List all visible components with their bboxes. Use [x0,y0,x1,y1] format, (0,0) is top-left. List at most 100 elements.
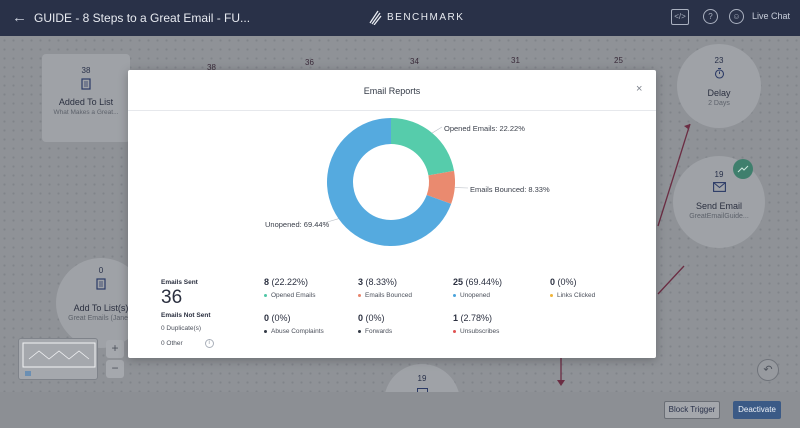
emails-sent-value: 36 [161,287,183,308]
links-clicked-label: Links Clicked [557,292,596,299]
forwards-dot [358,330,361,333]
added-to-list-name: Added To List [58,97,114,107]
delay-count: 23 [714,56,724,65]
benchmark-logo: BENCHMARK [368,9,464,25]
donut-chart [323,118,469,246]
close-icon[interactable]: × [636,83,643,95]
forwards-count: 0 [358,313,364,323]
delay-sub: 2 Days [708,100,730,107]
send-email-count: 19 [714,170,724,179]
opened-emails-chart-label: Opened Emails: 22.22% [444,124,525,133]
added-to-list-count: 38 [81,66,91,75]
duplicates-value: 0 Duplicate(s) [161,325,202,332]
links-clicked-count: 0 [550,277,556,287]
other-value: 0 Other [161,340,183,348]
chat-icon[interactable]: ☺ [729,9,744,24]
unsubscribes-dot [453,330,456,333]
benchmark-logo-text: BENCHMARK [387,11,465,23]
emails-bounced-dot [358,294,361,297]
minimap[interactable] [18,338,98,380]
node-count-3: 34 [410,57,419,66]
emails-bounced-pct: (8.33%) [365,277,398,287]
emails-sent-block: Emails Sent 36 [161,279,198,309]
delay-node[interactable]: 23 Delay 2 Days [677,44,761,128]
report-badge[interactable] [733,159,753,179]
emails-not-sent-label: Emails Not Sent [161,312,211,319]
abuse-complaints-pct: (0%) [271,313,291,323]
email-reports-modal: Email Reports × Opened Emails: 22.22% Em… [128,70,656,358]
modal-title: Email Reports [363,86,421,96]
unopened-label: Unopened [460,292,490,299]
unsubscribes-label: Unsubscribes [460,328,500,335]
block-trigger-button[interactable]: Block Trigger [664,401,720,419]
zoom-out-button[interactable]: − [106,360,124,378]
emails-sent-label: Emails Sent [161,279,198,286]
added-to-list-node[interactable]: 38 Added To List What Makes a Great... [42,54,130,142]
unopened-pct: (69.44%) [465,277,503,287]
code-icon[interactable]: </> [671,9,689,25]
back-arrow-icon[interactable]: ← [12,9,27,26]
other-row: 0 Other i [161,339,214,348]
trend-icon [737,165,749,173]
abuse-complaints-label: Abuse Complaints [271,328,324,335]
links-clicked-dot [550,294,553,297]
forwards-pct: (0%) [365,313,385,323]
abuse-complaints-stat: 0 (0%) Abuse Complaints [264,313,324,335]
forwards-stat: 0 (0%) Forwards [358,313,392,335]
unopened-slice[interactable] [327,118,452,246]
opened-emails-dot [264,294,267,297]
emails-bounced-stat: 3 (8.33%) Emails Bounced [358,277,412,299]
add-to-lists-name: Add To List(s) [73,303,129,313]
unopened-stat: 25 (69.44%) Unopened [453,277,502,299]
send-email-name: Send Email [695,201,743,211]
emails-bounced-slice[interactable] [426,170,456,204]
chart-leader-line [323,218,339,224]
abuse-complaints-dot [264,330,267,333]
node-count-4: 31 [511,56,520,65]
page-title: GUIDE - 8 Steps to a Great Email - FU... [34,11,251,25]
opened-emails-pct: (22.22%) [271,277,309,287]
opened-emails-count: 8 [264,277,270,287]
opened-emails-slice[interactable] [391,118,455,176]
added-to-list-sub: What Makes a Great... [53,109,119,116]
chart-leader-line [431,126,443,134]
links-clicked-stat: 0 (0%) Links Clicked [550,277,595,299]
list-icon [81,78,91,90]
emails-bounced-count: 3 [358,277,364,287]
info-icon[interactable]: i [204,339,214,348]
add-to-lists-sub: Great Emails (Jane... [68,315,134,322]
opened-emails-stat: 8 (22.22%) Opened Emails [264,277,315,299]
emails-bounced-chart-label: Emails Bounced: 8.33% [470,185,550,194]
forwards-label: Forwards [365,328,393,335]
node-count-5: 25 [614,56,623,65]
links-clicked-pct: (0%) [557,277,577,287]
delay-name: Delay [707,88,731,98]
unsubscribes-stat: 1 (2.78%) Unsubscribes [453,313,499,335]
benchmark-logo-icon [369,10,382,25]
abuse-complaints-count: 0 [264,313,270,323]
list-icon [96,278,106,290]
envelope-icon [712,182,726,192]
unopened-count: 25 [453,277,464,287]
minimap-preview [22,342,96,376]
live-chat-link[interactable]: Live Chat [752,11,791,21]
stopwatch-icon [714,68,724,79]
add-to-lists-count: 0 [98,266,104,275]
modal-divider [128,110,656,111]
node-count-2: 36 [305,58,314,67]
zoom-in-button[interactable]: + [106,340,124,358]
node-count-1: 38 [207,63,216,72]
send-email-sub: GreatEmailGuide... [689,213,749,220]
unsubscribes-count: 1 [453,313,459,323]
help-icon[interactable]: ? [703,9,718,24]
unopened-dot [453,294,456,297]
bottom-node-count: 19 [417,374,427,383]
emails-bounced-label: Emails Bounced [365,292,412,299]
connector-down [557,352,565,386]
undo-icon[interactable]: ↶ [757,359,779,381]
top-bar: ← GUIDE - 8 Steps to a Great Email - FU.… [0,0,800,36]
deactivate-button[interactable]: Deactivate [733,401,781,419]
unsubscribes-pct: (2.78%) [460,313,493,323]
opened-emails-label: Opened Emails [271,292,316,299]
unopened-chart-label: Unopened: 69.44% [265,220,330,229]
